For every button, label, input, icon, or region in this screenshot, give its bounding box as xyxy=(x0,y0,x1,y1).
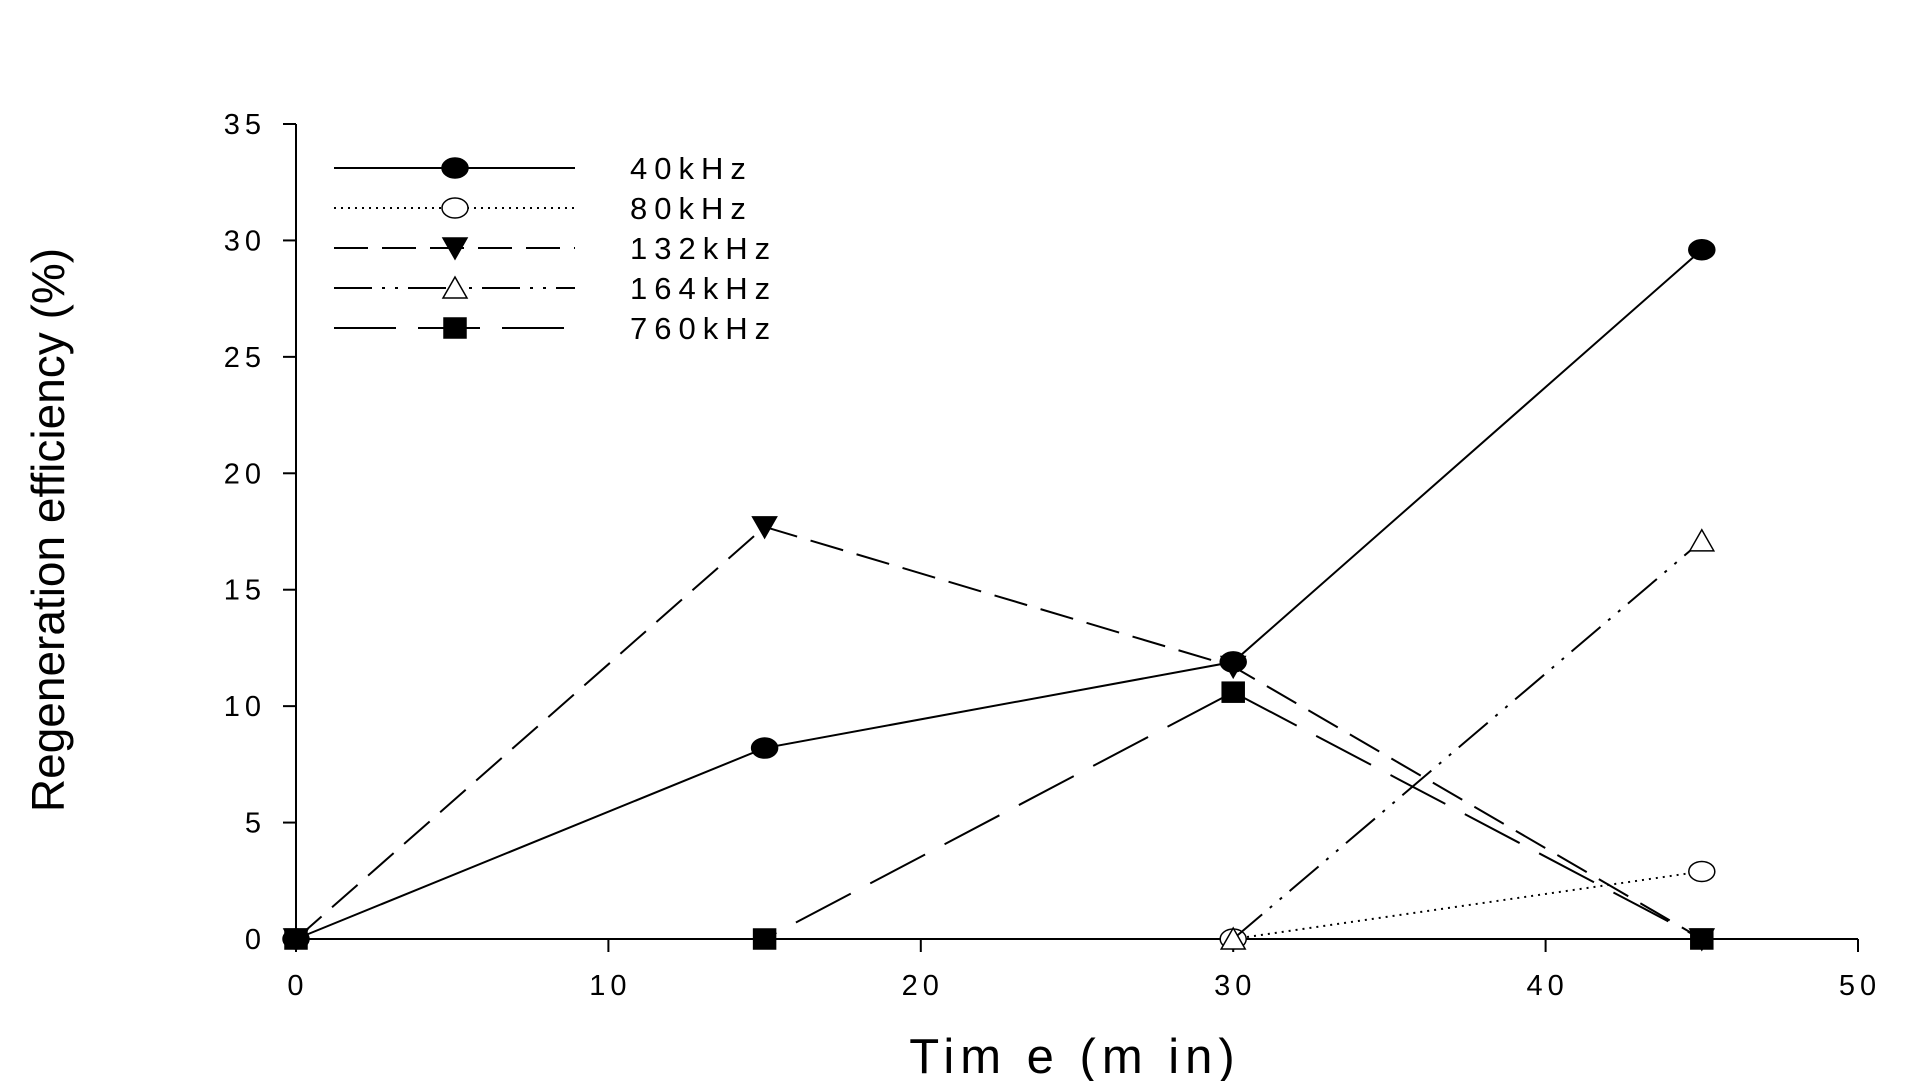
legend-marker xyxy=(441,237,469,261)
legend-item-80kHz: 80kHz xyxy=(334,191,753,226)
y-tick-label: 10 xyxy=(224,691,266,723)
legend-marker xyxy=(443,317,467,339)
axes: 0 10 20 30 40 50 0 5 10 15 20 25 30 35 xyxy=(224,109,1881,1002)
series-40kHz xyxy=(282,238,1716,950)
legend-item-164kHz: 164kHz xyxy=(334,271,777,306)
x-tick-label: 20 xyxy=(902,970,944,1002)
legend-marker-shape xyxy=(441,237,469,261)
data-point-760kHz-shape xyxy=(1221,681,1245,703)
legend-label: 40kHz xyxy=(630,151,753,186)
series-line-40kHz xyxy=(295,248,1703,940)
series-line-164kHz xyxy=(1232,540,1703,940)
legend-marker-shape xyxy=(441,157,469,179)
y-tick-label: 0 xyxy=(245,924,266,956)
series-line-80kHz xyxy=(1233,870,1702,940)
series-164kHz xyxy=(1219,528,1716,950)
x-tick-label: 50 xyxy=(1839,970,1881,1002)
data-point-40kHz xyxy=(750,737,779,759)
legend-item-132kHz: 132kHz xyxy=(334,231,777,266)
data-point-132kHz-shape xyxy=(1219,655,1247,680)
legend-label: 760kHz xyxy=(630,311,777,346)
x-tick-label: 0 xyxy=(287,970,308,1002)
series-132kHz xyxy=(282,516,1716,952)
legend-marker-shape xyxy=(443,317,467,339)
series-80kHz xyxy=(1219,860,1716,950)
data-point-40kHz-shape xyxy=(750,737,779,759)
legend-marker-shape xyxy=(441,197,469,219)
data-point-760kHz xyxy=(1690,928,1714,950)
data-point-760kHz xyxy=(752,928,777,950)
y-tick-label: 5 xyxy=(245,808,266,840)
data-point-132kHz-shape xyxy=(751,516,778,540)
y-tick-label: 20 xyxy=(224,458,266,490)
data-point-40kHz xyxy=(1688,238,1716,261)
data-point-132kHz xyxy=(1219,655,1247,680)
data-point-80kHz xyxy=(1688,860,1716,883)
data-point-164kHz-shape xyxy=(1688,528,1716,552)
data-point-40kHz-shape xyxy=(1688,238,1716,261)
data-point-80kHz-shape xyxy=(1688,860,1716,883)
legend-item-40kHz: 40kHz xyxy=(334,151,753,186)
y-axis-title: Regeneration efficiency (%) xyxy=(22,248,74,812)
legend-marker xyxy=(441,275,469,299)
legend-label: 132kHz xyxy=(630,231,777,266)
x-tick-label: 10 xyxy=(589,970,631,1002)
legend-item-760kHz: 760kHz xyxy=(334,311,777,346)
data-point-164kHz xyxy=(1219,926,1247,950)
legend-marker-shape xyxy=(441,275,469,299)
data-point-760kHz xyxy=(1221,681,1245,703)
data-point-164kHz xyxy=(1688,528,1716,552)
legend-label: 80kHz xyxy=(630,191,753,226)
series-layer xyxy=(282,238,1716,952)
legend-marker xyxy=(441,157,469,179)
data-point-132kHz xyxy=(751,516,778,540)
data-point-760kHz-shape xyxy=(752,928,777,950)
series-line-760kHz xyxy=(296,691,1703,940)
legend: 40kHz 80kHz 132kHz 164kHz 760kHz xyxy=(334,151,777,346)
y-tick-label: 30 xyxy=(224,225,266,257)
legend-label: 164kHz xyxy=(630,271,777,306)
data-point-760kHz xyxy=(284,928,308,950)
data-point-760kHz-shape xyxy=(1690,928,1714,950)
x-tick-label: 30 xyxy=(1214,970,1256,1002)
y-tick-label: 15 xyxy=(224,575,266,607)
series-line-132kHz xyxy=(295,525,1703,940)
y-tick-label: 35 xyxy=(224,109,266,141)
x-tick-label: 40 xyxy=(1526,970,1568,1002)
data-point-164kHz-shape xyxy=(1219,926,1247,950)
series-760kHz xyxy=(284,681,1714,950)
legend-marker xyxy=(441,197,469,219)
y-tick-label: 25 xyxy=(224,342,266,374)
x-axis-title: Tim e (m in) xyxy=(909,1030,1241,1081)
data-point-760kHz-shape xyxy=(284,928,308,950)
